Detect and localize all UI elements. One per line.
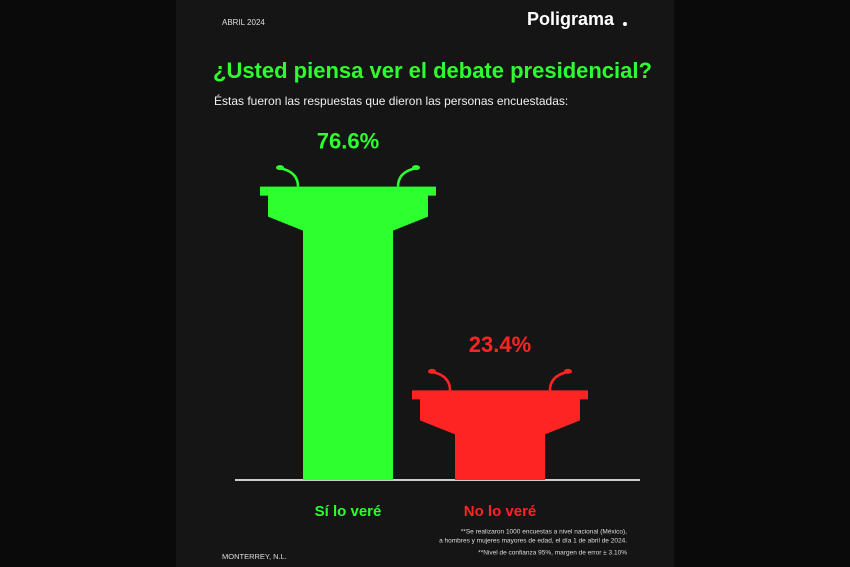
chart-subtitle: Éstas fueron las respuestas que dieron l…: [214, 93, 568, 108]
footnote: **Nivel de confianza 95%, margen de erro…: [478, 550, 627, 557]
value-label: 23.4%: [469, 332, 531, 357]
microphone-head: [428, 368, 436, 374]
location: MONTERREY, N.L.: [222, 552, 287, 561]
chart-title: ¿Usted piensa ver el debate presidencial…: [213, 58, 652, 83]
microphone: [433, 371, 452, 391]
microphone-head: [564, 368, 572, 374]
value-label: 76.6%: [317, 128, 379, 153]
footnote: **Se realizaron 1000 encuestas a nivel n…: [461, 529, 627, 536]
microphone: [548, 371, 567, 391]
microphone-head: [276, 165, 284, 171]
brand: Poligrama: [527, 9, 615, 29]
date: ABRIL 2024: [222, 18, 265, 27]
category-label: No lo veré: [464, 503, 537, 520]
category-label: Sí lo veré: [315, 503, 382, 520]
footnote: a hombres y mujeres mayores de edad, el …: [439, 538, 627, 545]
microphone-head: [412, 165, 420, 171]
microphone: [281, 167, 300, 187]
panel: [176, 0, 674, 567]
microphone: [396, 167, 415, 187]
podium-bar: [412, 390, 588, 480]
brand-dot: [623, 22, 627, 26]
podium-bar: [260, 186, 436, 480]
